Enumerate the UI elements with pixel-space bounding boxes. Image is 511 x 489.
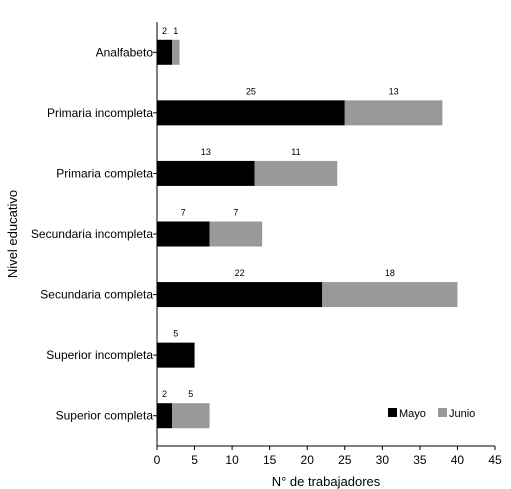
data-label-mayo-primaria-incompleta: 25 xyxy=(246,86,256,96)
y-tick-label-secundaria-incompleta: Secundaria incompleta xyxy=(31,227,153,241)
x-tick-label-40: 40 xyxy=(451,453,465,467)
bar-junio-analfabeto xyxy=(172,39,180,65)
data-label-mayo-analfabeto: 2 xyxy=(162,26,167,36)
y-tick-label-superior-incompleta: Superior incompleta xyxy=(46,348,153,362)
y-axis-title: Nivel educativo xyxy=(5,190,20,278)
legend-swatch-junio xyxy=(438,408,447,417)
data-label-junio-analfabeto: 1 xyxy=(173,26,178,36)
data-label-mayo-superior-incompleta: 5 xyxy=(173,329,178,339)
bar-junio-primaria-incompleta xyxy=(344,100,443,126)
bars-layer xyxy=(157,39,458,429)
data-label-mayo-secundaria-completa: 22 xyxy=(235,268,245,278)
y-tick-labels: Analfabeto Primaria incompleta Primaria co… xyxy=(31,45,157,423)
legend-label-junio: Junio xyxy=(449,408,475,420)
bar-mayo-secundaria-completa xyxy=(157,282,323,308)
legend: Mayo Junio xyxy=(388,408,475,420)
x-tick-label-20: 20 xyxy=(301,453,315,467)
bar-mayo-superior-completa xyxy=(157,403,173,429)
bar-junio-secundaria-completa xyxy=(322,282,458,308)
bar-mayo-primaria-incompleta xyxy=(157,100,345,126)
x-tick-label-0: 0 xyxy=(154,453,161,467)
data-label-mayo-primaria-completa: 13 xyxy=(201,147,211,157)
bar-junio-primaria-completa xyxy=(254,160,338,186)
x-axis-title: N° de trabajadores xyxy=(272,474,381,489)
x-tick-label-45: 45 xyxy=(488,453,502,467)
x-tick-label-5: 5 xyxy=(191,453,198,467)
bar-mayo-analfabeto xyxy=(157,39,173,65)
x-tick-label-35: 35 xyxy=(413,453,427,467)
data-label-junio-superior-completa: 5 xyxy=(188,389,193,399)
y-tick-label-secundaria-completa: Secundaria completa xyxy=(40,288,153,302)
x-tick-labels: 0 5 10 15 20 25 30 35 40 45 xyxy=(154,446,502,467)
data-label-junio-primaria-incompleta: 13 xyxy=(389,86,399,96)
bar-mayo-secundaria-incompleta xyxy=(157,221,210,247)
bar-junio-secundaria-incompleta xyxy=(209,221,263,247)
x-tick-label-15: 15 xyxy=(263,453,277,467)
data-label-junio-primaria-completa: 11 xyxy=(291,147,300,157)
y-tick-label-superior-completa: Superior completa xyxy=(56,409,154,423)
data-label-junio-secundaria-completa: 18 xyxy=(385,268,395,278)
bar-mayo-superior-incompleta xyxy=(157,342,195,368)
x-tick-label-30: 30 xyxy=(376,453,390,467)
data-label-mayo-secundaria-incompleta: 7 xyxy=(181,208,186,218)
bar-mayo-primaria-completa xyxy=(157,160,255,186)
x-tick-label-10: 10 xyxy=(225,453,239,467)
data-label-mayo-superior-completa: 2 xyxy=(162,389,167,399)
data-label-junio-secundaria-incompleta: 7 xyxy=(233,208,238,218)
y-tick-label-primaria-completa: Primaria completa xyxy=(56,166,153,180)
legend-label-mayo: Mayo xyxy=(399,408,426,420)
y-tick-label-analfabeto: Analfabeto xyxy=(96,45,154,59)
bar-junio-superior-completa xyxy=(172,403,210,429)
y-tick-label-primaria-incompleta: Primaria incompleta xyxy=(47,106,153,120)
x-tick-label-25: 25 xyxy=(338,453,352,467)
legend-swatch-mayo xyxy=(388,408,397,417)
